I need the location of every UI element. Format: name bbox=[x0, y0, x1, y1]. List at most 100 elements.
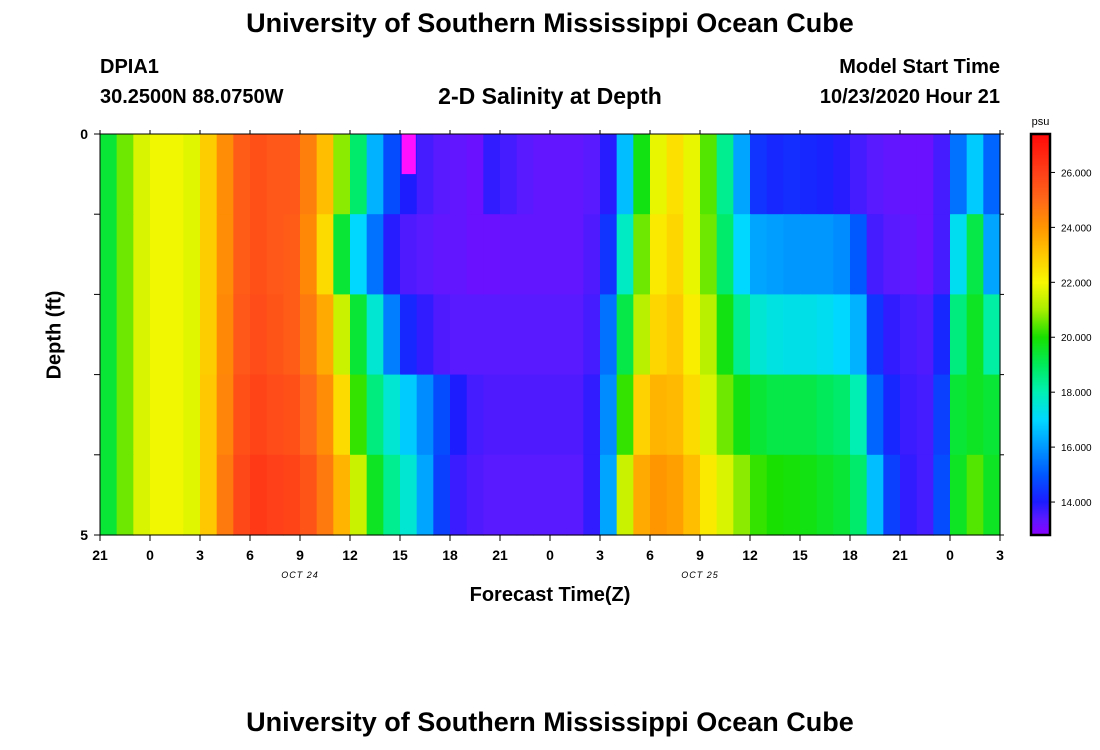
heatmap-cell bbox=[716, 214, 734, 295]
heatmap-cell bbox=[366, 214, 384, 295]
heatmap-cell bbox=[166, 134, 184, 215]
heatmap-cell bbox=[800, 214, 818, 295]
heatmap-cell bbox=[516, 454, 534, 536]
heatmap-cell bbox=[750, 134, 768, 215]
heatmap-cell bbox=[183, 134, 201, 215]
heatmap-cell bbox=[433, 134, 451, 215]
heatmap-cell bbox=[933, 294, 951, 376]
heatmap-cell bbox=[333, 374, 351, 456]
heatmap-cell bbox=[316, 294, 334, 376]
heatmap-cell bbox=[616, 454, 634, 536]
heatmap-cell bbox=[733, 454, 751, 536]
heatmap-cell bbox=[950, 134, 968, 215]
heatmap-cell bbox=[666, 374, 684, 456]
heatmap-cell bbox=[933, 374, 951, 456]
x-tick-label: 18 bbox=[842, 547, 858, 563]
heatmap-cell bbox=[850, 454, 868, 536]
heatmap-cell bbox=[450, 214, 468, 295]
heatmap-cell bbox=[416, 454, 434, 536]
heatmap-cell bbox=[700, 374, 718, 456]
heatmap-cell bbox=[333, 214, 351, 295]
heatmap-cell bbox=[500, 374, 518, 456]
heatmap-cell bbox=[833, 214, 851, 295]
x-tick-label: 6 bbox=[246, 547, 254, 563]
heatmap-cell bbox=[116, 454, 134, 536]
heatmap-cell bbox=[783, 214, 801, 295]
heatmap-cell bbox=[500, 454, 518, 536]
heatmap-cell bbox=[250, 294, 268, 376]
heatmap-cell bbox=[583, 454, 601, 536]
heatmap-cell bbox=[633, 374, 651, 456]
heatmap-cell bbox=[716, 134, 734, 215]
heatmap-cell bbox=[233, 134, 251, 215]
heatmap-cell bbox=[916, 134, 934, 215]
heatmap-cell bbox=[733, 134, 751, 215]
y-axis-label: Depth (ft) bbox=[43, 290, 66, 380]
heatmap-cell bbox=[333, 294, 351, 376]
heatmap-cell bbox=[216, 374, 234, 456]
heatmap-cell bbox=[666, 454, 684, 536]
heatmap-cell bbox=[683, 374, 701, 456]
heatmap-cell bbox=[100, 374, 118, 456]
heatmap-cell bbox=[500, 214, 518, 295]
heatmap-cell bbox=[950, 294, 968, 376]
heatmap-cell bbox=[816, 374, 834, 456]
heatmap-cell bbox=[833, 374, 851, 456]
x-tick-label: 6 bbox=[646, 547, 654, 563]
heatmap-cell bbox=[450, 134, 468, 215]
heatmap-peak-cell bbox=[401, 134, 416, 175]
heatmap-cell bbox=[683, 214, 701, 295]
heatmap-cell bbox=[783, 134, 801, 215]
heatmap-cell bbox=[633, 294, 651, 376]
date-label: OCT 24 bbox=[281, 570, 319, 580]
heatmap-cell bbox=[300, 374, 318, 456]
heatmap-cell bbox=[450, 374, 468, 456]
heatmap-cell bbox=[550, 454, 568, 536]
heatmap-cell bbox=[116, 134, 134, 215]
heatmap-cell bbox=[616, 134, 634, 215]
heatmap-cell bbox=[100, 294, 118, 376]
heatmap-cell bbox=[333, 454, 351, 536]
heatmap-cell bbox=[150, 134, 168, 215]
heatmap-cell bbox=[233, 374, 251, 456]
heatmap-cell bbox=[150, 374, 168, 456]
x-tick-label: 18 bbox=[442, 547, 458, 563]
x-tick-label: 0 bbox=[146, 547, 154, 563]
heatmap-cell bbox=[200, 134, 218, 215]
page-title: University of Southern Mississippi Ocean… bbox=[246, 8, 854, 38]
heatmap-cell bbox=[333, 134, 351, 215]
heatmap-cell bbox=[366, 454, 384, 536]
heatmap-cell bbox=[283, 134, 301, 215]
heatmap-cell bbox=[250, 134, 268, 215]
heatmap-cell bbox=[350, 454, 368, 536]
colorbar-tick-label: 20.000 bbox=[1061, 333, 1092, 344]
heatmap-cell bbox=[466, 134, 484, 215]
colorbar-tick-label: 24.000 bbox=[1061, 223, 1092, 234]
station-coordinates: 30.2500N 88.0750W bbox=[100, 86, 284, 108]
heatmap-cell bbox=[766, 294, 784, 376]
heatmap-cell bbox=[633, 134, 651, 215]
heatmap-cell bbox=[966, 134, 984, 215]
heatmap-cell bbox=[233, 294, 251, 376]
heatmap-cell bbox=[850, 374, 868, 456]
heatmap-cell bbox=[433, 294, 451, 376]
heatmap-cell bbox=[400, 294, 418, 376]
heatmap-cell bbox=[650, 454, 668, 536]
heatmap-cell bbox=[750, 454, 768, 536]
y-tick-label: 0 bbox=[80, 126, 88, 142]
heatmap-cell bbox=[466, 214, 484, 295]
x-tick-label: 9 bbox=[296, 547, 304, 563]
heatmap-cell bbox=[350, 214, 368, 295]
heatmap-cell bbox=[916, 294, 934, 376]
x-tick-label: 0 bbox=[946, 547, 954, 563]
heatmap-cell bbox=[900, 454, 918, 536]
heatmap-cell bbox=[700, 294, 718, 376]
heatmap-cell bbox=[166, 214, 184, 295]
heatmap-cell bbox=[783, 454, 801, 536]
heatmap-cell bbox=[983, 214, 1001, 295]
heatmap-cell bbox=[750, 294, 768, 376]
heatmap-cell bbox=[666, 134, 684, 215]
heatmap-cell bbox=[250, 454, 268, 536]
heatmap-cell bbox=[950, 374, 968, 456]
